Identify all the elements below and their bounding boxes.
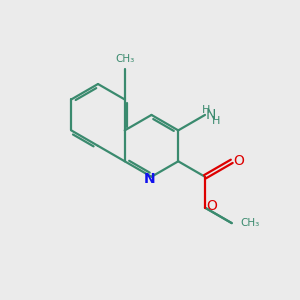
Text: N: N — [143, 172, 155, 186]
Text: H: H — [201, 105, 210, 115]
Text: O: O — [206, 200, 217, 214]
Text: CH₃: CH₃ — [115, 54, 134, 64]
Text: H: H — [212, 116, 220, 126]
Text: N: N — [206, 108, 216, 122]
Text: CH₃: CH₃ — [241, 218, 260, 228]
Text: O: O — [233, 154, 244, 168]
